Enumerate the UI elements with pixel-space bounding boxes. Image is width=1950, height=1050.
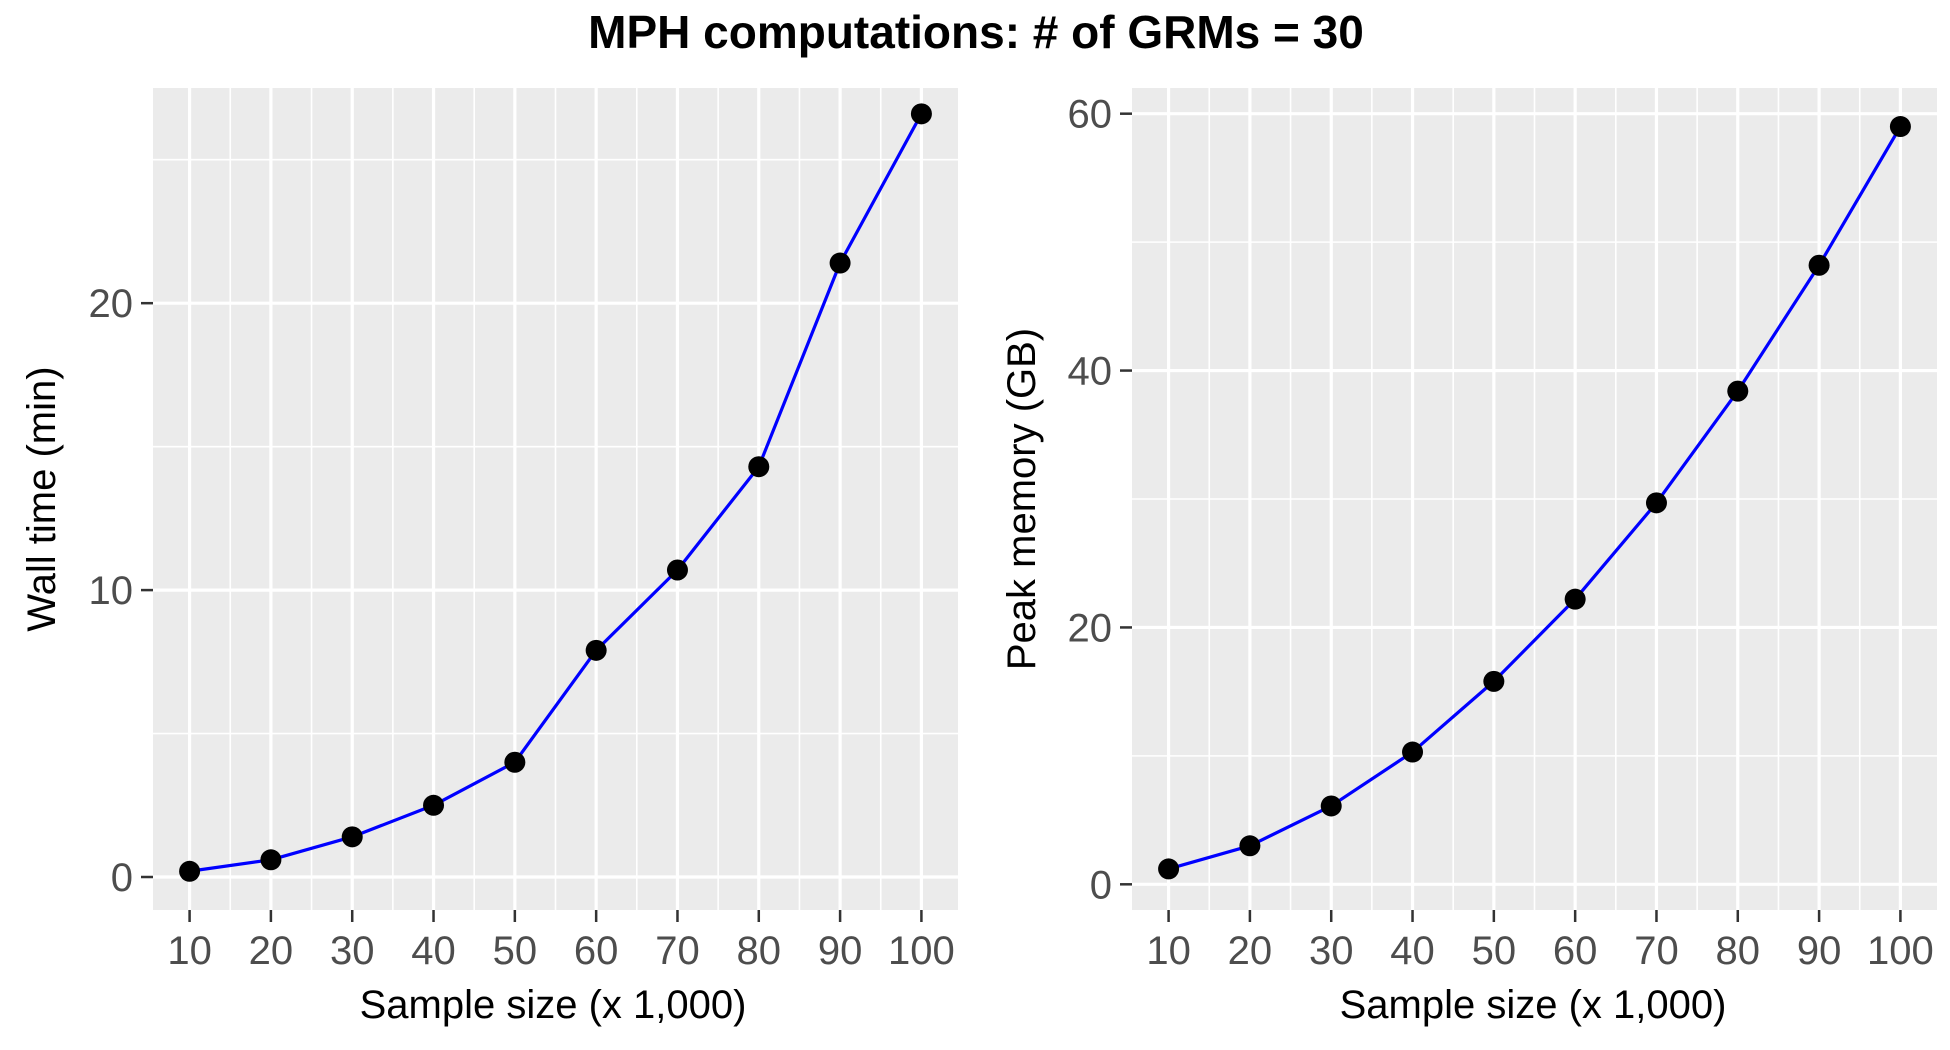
x-tick-label: 50 <box>1472 929 1517 973</box>
y-tick-label: 0 <box>111 856 133 900</box>
x-tick-label: 90 <box>818 929 863 973</box>
x-tick-label: 90 <box>1797 929 1842 973</box>
x-tick-label: 10 <box>1146 929 1191 973</box>
data-point <box>1320 795 1342 817</box>
data-point <box>585 639 607 661</box>
wall-time-chart: 0 10 20 10 20 30 40 50 60 70 80 90 100 Sample size (x… <box>20 88 958 1027</box>
data-point <box>1158 858 1180 880</box>
data-point <box>829 252 851 274</box>
data-point <box>260 849 282 871</box>
data-point <box>910 103 932 125</box>
data-point <box>1402 741 1424 763</box>
x-tick-label: 40 <box>411 929 456 973</box>
x-tick-label: 60 <box>574 929 619 973</box>
data-point <box>179 860 201 882</box>
y-axis-title: Wall time (min) <box>20 366 64 631</box>
x-tick-label: 60 <box>1553 929 1598 973</box>
data-point <box>341 826 363 848</box>
data-point <box>1727 380 1749 402</box>
x-axis-title: Sample size (x 1,000) <box>1340 983 1727 1027</box>
data-point <box>666 559 688 581</box>
x-tick-label: 30 <box>1309 929 1354 973</box>
y-tick-label: 0 <box>1090 863 1112 907</box>
data-point <box>1889 116 1911 138</box>
y-tick-label: 10 <box>89 569 134 613</box>
x-tick-label: 70 <box>1634 929 1679 973</box>
y-tick-label: 20 <box>89 282 134 326</box>
data-point <box>1564 588 1586 610</box>
x-tick-label: 70 <box>655 929 700 973</box>
data-point <box>423 794 445 816</box>
y-tick-label: 60 <box>1068 93 1113 137</box>
x-tick-label: 20 <box>1228 929 1273 973</box>
peak-memory-chart: 0 20 40 60 10 20 30 40 50 60 70 80 90 100 Sample size … <box>1000 88 1937 1027</box>
data-point <box>1808 254 1830 276</box>
series-line <box>1168 125 1902 871</box>
data-point <box>1645 492 1667 514</box>
series-line <box>189 113 923 873</box>
data-point <box>1483 670 1505 692</box>
y-axis-title: Peak memory (GB) <box>1000 328 1044 670</box>
y-tick-label: 40 <box>1068 350 1113 394</box>
figure-title: MPH computations: # of GRMs = 30 <box>588 6 1364 58</box>
x-tick-label: 80 <box>1716 929 1761 973</box>
data-point <box>504 751 526 773</box>
data-point <box>748 456 770 478</box>
x-tick-label: 100 <box>1867 929 1934 973</box>
data-point <box>1239 835 1261 857</box>
x-tick-label: 50 <box>493 929 538 973</box>
x-tick-label: 40 <box>1390 929 1435 973</box>
x-axis-title: Sample size (x 1,000) <box>360 983 747 1027</box>
x-tick-label: 20 <box>249 929 294 973</box>
x-tick-label: 10 <box>167 929 212 973</box>
y-tick-label: 20 <box>1068 606 1113 650</box>
x-tick-label: 30 <box>330 929 375 973</box>
x-tick-label: 80 <box>737 929 782 973</box>
x-tick-label: 100 <box>888 929 955 973</box>
